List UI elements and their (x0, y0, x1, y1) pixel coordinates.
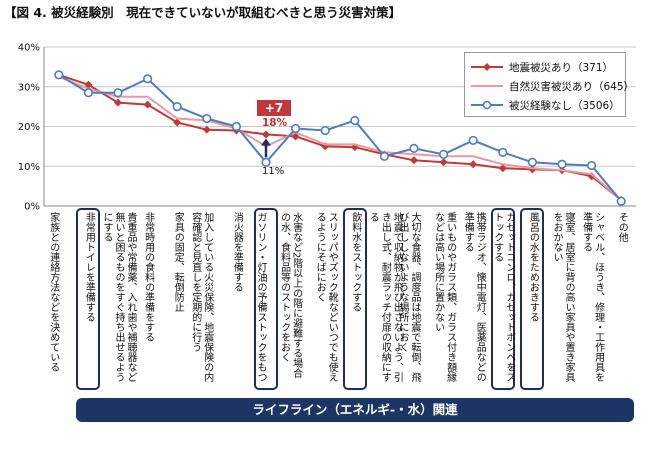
data-point (469, 160, 478, 169)
data-point (527, 157, 538, 167)
x-tick-label: 非常用トイレを準備する (83, 212, 95, 322)
x-tick-label: 飲料水をストックする (349, 212, 361, 312)
x-tick-label: 家族との連絡方法などを決めている (47, 212, 59, 372)
delta-badge: +7 (257, 100, 291, 116)
legend-item-series-3: 被災経験なし（3506） (469, 97, 625, 113)
y-tick-label: 20% (18, 122, 40, 133)
data-point (202, 125, 211, 134)
data-point (143, 74, 153, 84)
x-tick-label: シャベル、ほうき、修理・工作用具を準備する (580, 212, 604, 382)
x-tick-label: 携帯ラジオ、懐中電灯、医薬品などの準備する (462, 212, 486, 382)
annotation-lower-value: 11% (262, 166, 285, 177)
chart-title: 【図 4. 被災経験別 現在できていないが取組むべきと思う災害対策】 (4, 5, 402, 20)
x-tick-label: 非常時用の食料の準備をする (142, 212, 154, 342)
x-tick-label: スリッパやズック靴などいつでも使えるようにそばにおく (314, 212, 338, 382)
y-tick-label: 30% (18, 82, 40, 93)
x-tick-label: ガソリン・灯油の予備ストックをもつ (255, 212, 266, 382)
legend-label: 地震被災あり（371） (509, 62, 614, 74)
annotation-upper-value: 18% (262, 117, 288, 129)
data-point (498, 164, 507, 173)
data-point (262, 130, 270, 139)
data-point (409, 143, 419, 153)
data-point (498, 147, 508, 157)
legend-swatch-line (471, 85, 503, 87)
data-point (54, 70, 64, 80)
data-point (113, 88, 123, 98)
legend-label: 被災経験なし（3506） (509, 100, 620, 112)
series-lines (54, 70, 626, 206)
x-tick-label: カセットコンロ、カセットボンベをストックする (491, 212, 515, 382)
data-point (84, 80, 93, 89)
highlight-box (342, 208, 367, 390)
data-point (143, 100, 152, 109)
data-point (261, 157, 271, 167)
x-tick-label: 水害など2階以上の階に避難する場合の水、食料品等のストックをおく (278, 212, 302, 379)
legend-item-series-2: 自然災害被災あり（645） (469, 78, 634, 94)
series-line (58, 73, 622, 201)
data-point (468, 135, 478, 146)
highlight-box (490, 208, 515, 390)
y-tick-label: 40% (18, 43, 40, 54)
x-tick-label: 家具の固定、転倒防止 (172, 212, 184, 312)
x-tick-label: 寝室、居室に背の高い家具や置き家具をおかない (551, 212, 574, 382)
data-point (291, 123, 301, 134)
legend-swatch-circle (471, 100, 503, 110)
data-point (586, 160, 597, 171)
data-point (172, 102, 182, 112)
data-point (320, 125, 330, 136)
legend-label: 自然災害被災あり（645） (509, 81, 635, 93)
highlight-box (520, 208, 545, 390)
y-axis-ticks: 0% 10% 20% 30% 40% (18, 43, 40, 213)
x-tick-label: 重いものやガラス類、ガラス付き額縁などは高い場所に置かない (432, 212, 456, 382)
legend: 地震被災あり（371） 自然災害被災あり（645） 被災経験なし（3506） (464, 52, 634, 117)
y-tick-label: 0% (24, 202, 40, 213)
arrow-head (261, 138, 271, 146)
data-point (202, 113, 212, 124)
x-tick-label: 風呂の水をためおきする (527, 212, 539, 322)
data-point (350, 115, 360, 126)
data-point (173, 118, 182, 127)
x-tick-label: 大切な食器、調度品は地震で転倒、飛び出ししないような場所におく (397, 212, 420, 382)
data-point (379, 151, 390, 161)
data-point (557, 159, 567, 169)
series-line (58, 73, 622, 202)
x-tick-label: 地震で収納物が飛び出さないよう、引き出し式、耐震ラッチ付扉の収納にする (367, 212, 403, 382)
data-point (114, 98, 122, 107)
highlight-box (76, 208, 101, 390)
x-tick-label: 貴重品や常備薬、入れ歯や補聴器など無いと困るものをすぐ持ち出せるようにする (101, 212, 136, 382)
x-tick-label: その他 (616, 212, 628, 242)
legend-item-series-1: 地震被災あり（371） (469, 59, 625, 75)
lifeline-banner: ライフライン（エネルギ-・水）関連 (76, 398, 634, 422)
series-3 (54, 70, 626, 206)
x-tick-label: 加入している火災保険、地震保険の内容確認と見直しを定期的に行う (189, 212, 213, 382)
series-2 (58, 75, 622, 201)
data-point (439, 149, 449, 159)
data-point (231, 121, 241, 132)
data-point (616, 196, 626, 206)
highlight-box (254, 208, 278, 390)
x-tick-label: 消火器を準備する (231, 212, 243, 292)
annotation-arrow (261, 138, 271, 158)
legend-swatch-diamond (471, 63, 503, 71)
data-point (410, 156, 418, 165)
y-tick-label: 10% (18, 162, 40, 173)
data-point (83, 88, 93, 98)
series-line (58, 75, 622, 201)
data-point (439, 158, 448, 167)
